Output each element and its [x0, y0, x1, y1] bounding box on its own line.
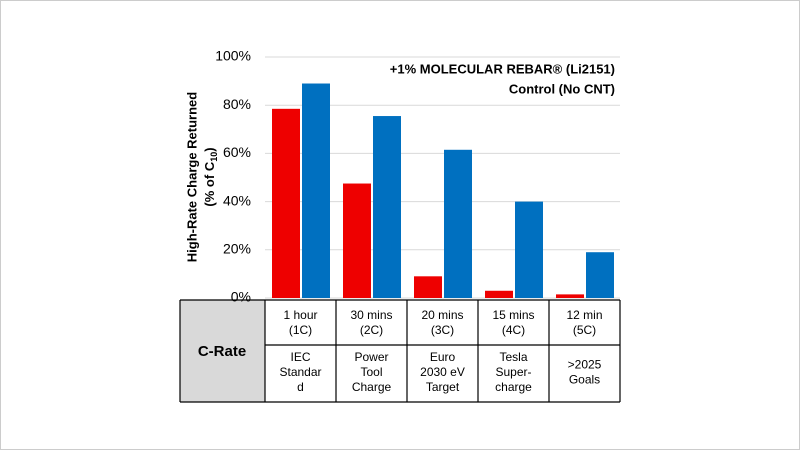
- category-description: Target: [426, 380, 460, 394]
- bar: [343, 183, 371, 298]
- bar: [302, 83, 330, 298]
- y-sub-end: ): [202, 147, 217, 151]
- y-axis-title: High-Rate Charge Returned (% of C10): [184, 92, 219, 263]
- category-description: Tesla: [499, 350, 527, 364]
- bar: [373, 116, 401, 298]
- category-label: 15 mins: [492, 308, 534, 322]
- y-sub-start: (% of C: [202, 161, 217, 206]
- category-description: Power: [354, 350, 388, 364]
- y-subscript: 10: [209, 152, 219, 162]
- category-description: Euro: [430, 350, 456, 364]
- category-label: (4C): [502, 323, 525, 337]
- category-label: (5C): [573, 323, 596, 337]
- bar: [414, 276, 442, 298]
- legend-entry: Control (No CNT): [509, 81, 615, 96]
- row-label: C-Rate: [198, 343, 246, 360]
- category-description: Tool: [360, 365, 382, 379]
- row-label-cell: [180, 300, 265, 402]
- y-tick-label: 60%: [223, 144, 251, 160]
- category-description: charge: [495, 380, 532, 394]
- y-tick-label: 100%: [215, 48, 251, 64]
- category-description: IEC: [290, 350, 310, 364]
- y-tick-label: 0%: [231, 289, 251, 305]
- bar: [515, 201, 543, 298]
- category-description: Standar: [279, 365, 321, 379]
- y-tick-label: 20%: [223, 241, 251, 257]
- bar: [485, 290, 513, 298]
- y-tick-label: 80%: [223, 96, 251, 112]
- y-axis-title-main: High-Rate Charge Returned: [184, 92, 199, 263]
- category-label: (2C): [360, 323, 383, 337]
- category-label: 1 hour: [283, 308, 317, 322]
- category-description: Super-: [495, 365, 531, 379]
- y-tick-label: 40%: [223, 192, 251, 208]
- category-description: 2030 eV: [420, 365, 465, 379]
- category-label: 12 min: [566, 308, 602, 322]
- category-label: 20 mins: [421, 308, 463, 322]
- category-label: (1C): [289, 323, 312, 337]
- bar: [444, 149, 472, 298]
- bar: [272, 108, 300, 298]
- category-description: Charge: [352, 380, 392, 394]
- legend-entry: +1% MOLECULAR REBAR® (Li2151): [390, 61, 615, 76]
- y-axis-title-sub: (% of C10): [202, 147, 219, 206]
- category-description: >2025: [568, 358, 602, 372]
- category-label: (3C): [431, 323, 454, 337]
- category-description: Goals: [569, 373, 600, 387]
- bar: [556, 294, 584, 298]
- bar: [586, 252, 614, 298]
- category-description: d: [297, 380, 304, 394]
- category-label: 30 mins: [350, 308, 392, 322]
